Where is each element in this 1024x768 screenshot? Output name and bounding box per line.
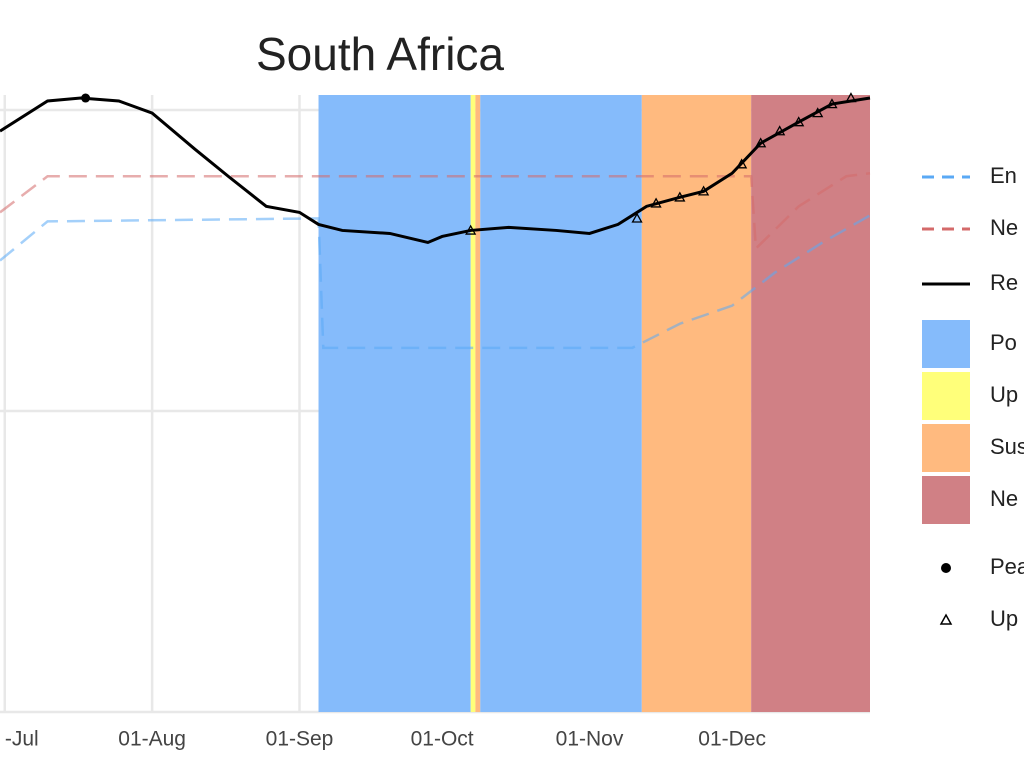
legend-swatch: [922, 476, 970, 524]
legend-marker: [939, 613, 953, 625]
phase-band: [475, 95, 481, 712]
legend-label: Pea: [990, 554, 1024, 579]
legend-label: Po: [990, 330, 1017, 355]
upturn-marker: [650, 197, 662, 208]
x-tick-label: -Jul: [5, 728, 39, 751]
upturn-marker: [736, 158, 748, 169]
upturn-marker: [845, 92, 857, 103]
upturn-marker: [755, 137, 767, 148]
legend-label: Re: [990, 270, 1018, 295]
upturn-marker: [812, 107, 824, 118]
legend-swatch: [922, 320, 970, 368]
phase-band: [318, 95, 471, 712]
upturn-marker: [793, 116, 805, 127]
phase-band: [480, 95, 642, 712]
phase-band: [641, 95, 752, 712]
upturn-marker: [774, 125, 786, 136]
upturn-marker: [826, 98, 838, 109]
x-tick-label: 01-Aug: [118, 728, 186, 751]
x-tick-label: 01-Oct: [411, 728, 474, 751]
upturn-marker: [674, 191, 686, 202]
legend-marker: [941, 563, 951, 573]
upturn-marker: [698, 185, 710, 196]
series-line: [0, 214, 871, 350]
legend-label: En: [990, 163, 1017, 188]
x-tick-label: 01-Dec: [698, 728, 766, 751]
x-tick-label: 01-Nov: [556, 728, 624, 751]
series-line: [0, 172, 871, 252]
x-tick-label: 01-Sep: [266, 728, 334, 751]
phase-band: [470, 95, 476, 712]
legend-label: Sus: [990, 434, 1024, 459]
upturn-marker: [465, 224, 477, 235]
legend-label: Ne: [990, 215, 1018, 240]
series-line: [0, 96, 871, 245]
chart-title: South Africa: [256, 28, 504, 80]
legend-label: Up: [990, 606, 1018, 631]
legend-label: Ne: [990, 486, 1018, 511]
phase-band: [751, 95, 870, 712]
upturn-marker: [631, 212, 643, 223]
legend-swatch: [922, 372, 970, 420]
legend-label: Up: [990, 382, 1018, 407]
peak-marker: [81, 93, 91, 103]
legend-swatch: [922, 424, 970, 472]
